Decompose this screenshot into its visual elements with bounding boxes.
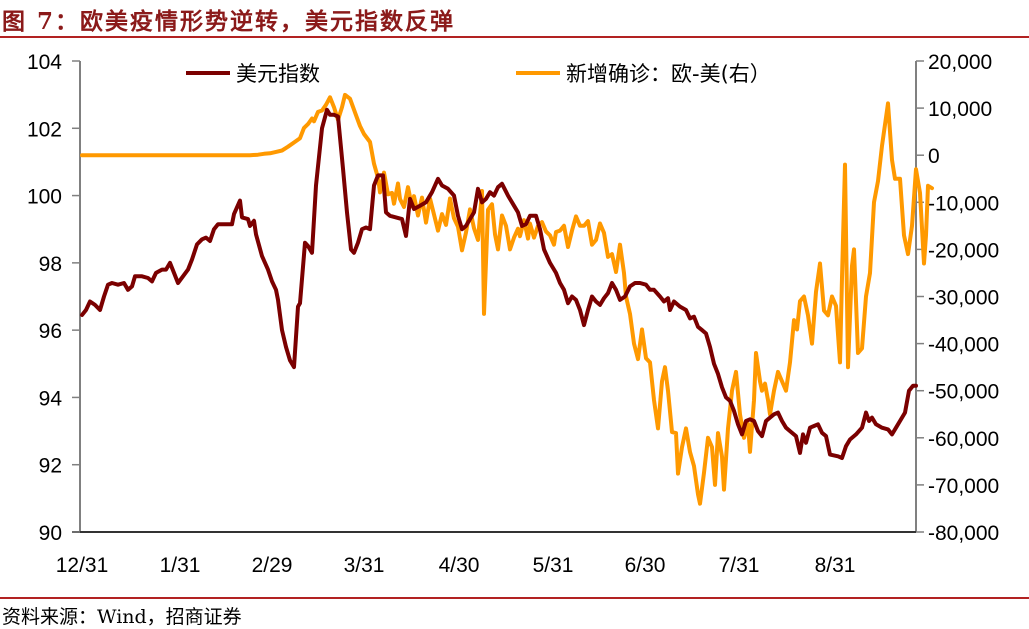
chart-axes: 104 102 100 98 96 94 92 90 20,000 10,000 0 -10,000 -…: [27, 51, 999, 577]
x-tick-label: 7/31: [719, 554, 760, 577]
left-tick-label: 104: [27, 51, 62, 74]
title-divider: [0, 36, 1029, 38]
x-tick-label: 2/29: [252, 554, 293, 577]
chart-legend: 美元指数 新增确诊：欧-美(右）: [186, 62, 771, 86]
left-tick-label: 96: [39, 320, 62, 343]
right-tick-label: -80,000: [928, 522, 999, 545]
legend-label: 新增确诊：欧-美(右）: [566, 62, 771, 86]
x-tick-label: 1/31: [160, 554, 201, 577]
x-tick-label: 12/31: [56, 554, 109, 577]
x-tick-label: 6/30: [625, 554, 666, 577]
right-tick-label: -60,000: [928, 428, 999, 451]
left-tick-label: 90: [39, 522, 62, 545]
chart-title: 图 7：欧美疫情形势逆转，美元指数反弹: [2, 8, 456, 35]
right-tick-label: -20,000: [928, 239, 999, 262]
chart-series: [80, 92, 934, 506]
x-tick-label: 8/31: [815, 554, 856, 577]
right-tick-label: -10,000: [928, 192, 999, 215]
right-tick-label: -30,000: [928, 287, 999, 310]
right-tick-label: 20,000: [928, 51, 992, 74]
left-tick-label: 100: [27, 186, 62, 209]
cases-diff-line: [80, 92, 934, 506]
right-tick-label: 0: [928, 145, 940, 168]
left-tick-label: 102: [27, 118, 62, 141]
left-tick-label: 98: [39, 253, 62, 276]
right-tick-label: 10,000: [928, 98, 992, 121]
left-tick-label: 92: [39, 455, 62, 478]
x-tick-label: 4/30: [439, 554, 480, 577]
right-tick-label: -50,000: [928, 381, 999, 404]
source-note: 资料来源：Wind，招商证券: [2, 606, 242, 628]
usd-index-line: [80, 107, 918, 460]
left-tick-label: 94: [39, 387, 63, 410]
x-tick-label: 5/31: [533, 554, 574, 577]
right-tick-label: -70,000: [928, 475, 999, 498]
source-divider: [0, 597, 1029, 599]
x-tick-label: 3/31: [344, 554, 385, 577]
legend-label: 美元指数: [236, 62, 320, 86]
right-tick-label: -40,000: [928, 334, 999, 357]
